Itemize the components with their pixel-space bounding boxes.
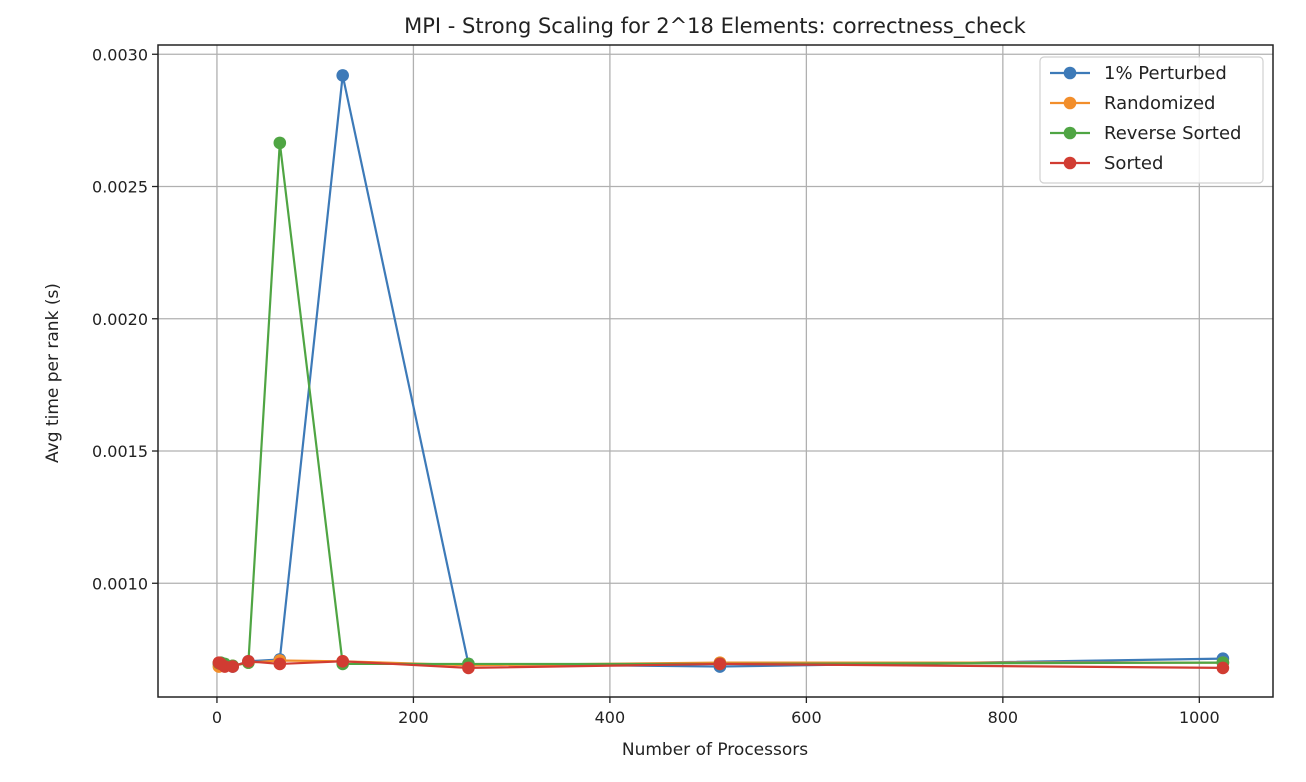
legend-marker bbox=[1063, 66, 1077, 80]
legend-label: Sorted bbox=[1104, 153, 1163, 174]
legend-marker bbox=[1063, 156, 1077, 170]
legend-item: Randomized bbox=[1050, 93, 1215, 114]
data-point bbox=[242, 654, 255, 668]
data-point bbox=[713, 657, 727, 671]
series-reverse-sorted bbox=[212, 136, 1230, 673]
axes: 0 200 400 600 800 1000 0.0010 0.0015 0.0020 0.002… bbox=[92, 44, 1274, 727]
plot-frame bbox=[157, 44, 1274, 698]
legend-box bbox=[1039, 56, 1264, 184]
legend-label: Randomized bbox=[1104, 93, 1215, 114]
legend-item: Reverse Sorted bbox=[1050, 123, 1241, 144]
y-axis-label: Avg time per rank (s) bbox=[43, 283, 63, 463]
x-tick-label: 400 bbox=[595, 708, 626, 727]
x-tick-label: 600 bbox=[791, 708, 822, 727]
data-point bbox=[462, 661, 475, 675]
y-tick-label: 0.0015 bbox=[92, 442, 148, 461]
x-tick-label: 800 bbox=[988, 708, 1019, 727]
legend-item: 1% Perturbed bbox=[1050, 63, 1227, 84]
x-tick-label: 1000 bbox=[1179, 708, 1220, 727]
x-tick-label: 200 bbox=[398, 708, 429, 727]
x-tick-label: 0 bbox=[212, 708, 222, 727]
chart-title: MPI - Strong Scaling for 2^18 Elements: … bbox=[404, 14, 1027, 39]
x-axis-label: Number of Processors bbox=[622, 740, 808, 760]
y-tick-label: 0.0025 bbox=[92, 178, 148, 197]
data-point bbox=[273, 136, 287, 150]
y-tick-label: 0.0030 bbox=[92, 45, 148, 64]
data-point bbox=[336, 69, 349, 82]
data-point bbox=[1216, 661, 1230, 675]
legend-marker bbox=[1063, 96, 1077, 110]
y-tick-label: 0.0010 bbox=[92, 574, 148, 593]
y-tick-label: 0.0020 bbox=[92, 310, 148, 329]
data-point bbox=[226, 660, 239, 673]
data-point bbox=[273, 657, 287, 671]
legend-marker bbox=[1063, 126, 1077, 140]
legend: 1% Perturbed Randomized Reverse Sorted Sort… bbox=[1039, 56, 1264, 184]
series-sorted bbox=[212, 654, 1230, 675]
legend-label: 1% Perturbed bbox=[1104, 63, 1227, 84]
legend-label: Reverse Sorted bbox=[1104, 123, 1241, 144]
series-line bbox=[218, 141, 1223, 667]
data-point bbox=[336, 654, 349, 668]
legend-item: Sorted bbox=[1050, 153, 1163, 174]
series-layer bbox=[212, 69, 1230, 675]
